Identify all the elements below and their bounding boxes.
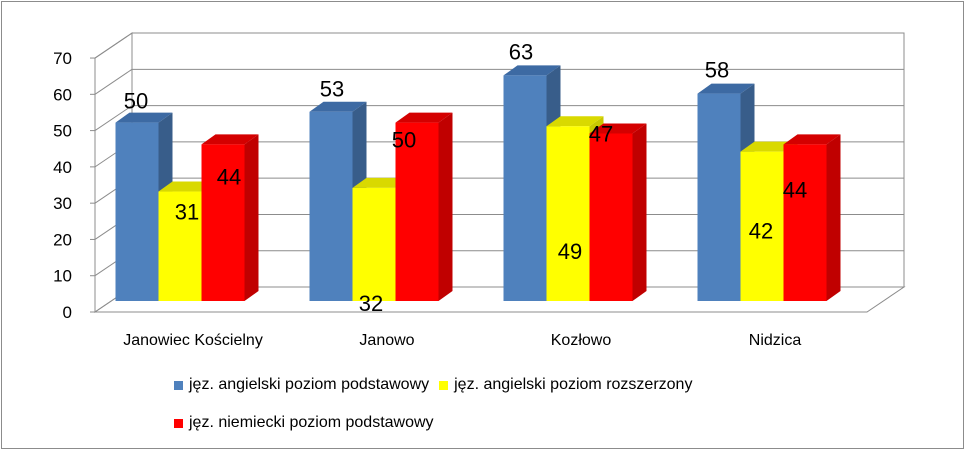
bar xyxy=(546,126,590,301)
y-tick-label: 10 xyxy=(53,267,72,286)
bar xyxy=(395,122,439,301)
bar-top xyxy=(589,123,647,134)
bar-top xyxy=(546,116,604,127)
bar-top xyxy=(395,112,453,123)
bar xyxy=(158,191,202,301)
gridline-side xyxy=(94,32,133,59)
legend-item-en-basic: jęz. angielski poziom podstawowy xyxy=(174,376,429,394)
x-tick-label: Nidzica xyxy=(749,332,802,349)
data-label: 53 xyxy=(320,77,344,102)
bar-top xyxy=(740,141,798,152)
gridline-side xyxy=(94,105,133,132)
y-tick-label: 30 xyxy=(53,194,72,213)
bar-side xyxy=(632,123,647,301)
bar-top xyxy=(697,83,755,94)
bar-top xyxy=(158,181,216,192)
legend-item-en-extended: jęz. angielski poziom rozszerzony xyxy=(439,376,692,394)
bar xyxy=(352,187,396,301)
y-tick-label: 20 xyxy=(53,230,72,249)
bar xyxy=(115,122,159,301)
bar xyxy=(783,144,827,301)
data-label: 50 xyxy=(124,89,148,114)
bar-side xyxy=(438,112,453,301)
legend-label-en-extended: jęz. angielski poziom rozszerzony xyxy=(454,376,693,393)
data-label: 58 xyxy=(705,58,729,83)
x-tick-label: Janowiec Kościelny xyxy=(123,332,263,349)
bar-top xyxy=(783,134,841,145)
bar-top xyxy=(352,177,410,188)
legend-item-de-basic: jęz. niemiecki poziom podstawowy xyxy=(174,414,434,432)
bar-top xyxy=(201,134,259,145)
legend-row-1: jęz. angielski poziom podstawowy jęz. an… xyxy=(174,376,702,394)
bar-top xyxy=(503,65,561,76)
data-label: 44 xyxy=(783,177,807,202)
y-tick-label: 0 xyxy=(63,303,72,322)
legend-swatch-en-basic xyxy=(174,380,183,390)
bar-side xyxy=(826,134,841,301)
data-label: 42 xyxy=(749,219,773,244)
data-label: 32 xyxy=(359,291,383,316)
y-tick-label: 40 xyxy=(53,158,72,177)
legend-label-de-basic: jęz. niemiecki poziom podstawowy xyxy=(189,414,434,431)
data-label: 44 xyxy=(217,164,241,189)
data-label: 47 xyxy=(589,121,613,146)
legend-row-2: jęz. niemiecki poziom podstawowy xyxy=(174,414,444,432)
y-tick-label: 70 xyxy=(53,49,72,68)
data-label: 50 xyxy=(392,128,416,153)
bar xyxy=(740,151,784,301)
gridline-side xyxy=(94,68,133,95)
x-tick-label: Janowo xyxy=(359,332,414,349)
bar-top xyxy=(115,112,173,123)
bar-top xyxy=(309,101,367,112)
bar-side xyxy=(244,134,259,301)
bar xyxy=(309,111,353,301)
bar xyxy=(201,144,245,301)
bar xyxy=(503,75,547,301)
legend-swatch-de-basic xyxy=(174,418,183,428)
y-tick-label: 50 xyxy=(53,122,72,141)
bar-chart: 0 10 20 30 40 50 60 70 50 31 44 Janowiec Kościelny 5… xyxy=(53,32,906,349)
legend-label-en-basic: jęz. angielski poziom podstawowy xyxy=(189,376,430,393)
y-tick-label: 60 xyxy=(53,85,72,104)
data-label: 63 xyxy=(509,39,533,64)
bar xyxy=(589,133,633,301)
data-label: 49 xyxy=(558,239,582,264)
legend-swatch-en-extended xyxy=(439,380,449,390)
x-tick-label: Kozłowo xyxy=(551,332,612,349)
data-label: 31 xyxy=(175,200,199,225)
bar xyxy=(697,93,741,302)
